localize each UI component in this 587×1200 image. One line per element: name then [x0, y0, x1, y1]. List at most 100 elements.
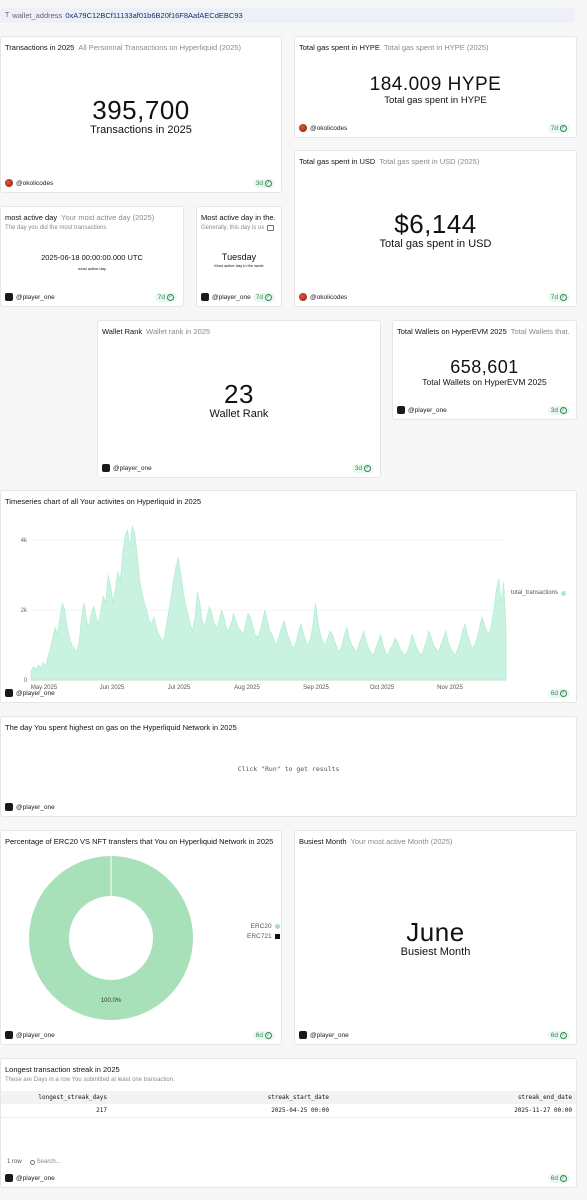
counter-value: 658,601 [450, 357, 519, 377]
author-link[interactable]: @player_one [397, 406, 447, 414]
check-icon: ✓ [560, 1032, 567, 1039]
transfer-type-card: Percentage of ERC20 VS NFT transfers tha… [0, 830, 282, 1045]
legend-swatch [561, 590, 567, 596]
y-tick-label: 4k [21, 538, 28, 544]
check-icon: ✓ [265, 1032, 272, 1039]
x-tick-label: Jul 2025 [168, 685, 191, 691]
avatar [299, 124, 307, 132]
avatar [5, 1031, 13, 1039]
column-header[interactable]: longest_streak_days [1, 1091, 111, 1104]
table-search[interactable]: Search... [29, 1159, 61, 1165]
card-title: Timeseries chart of all Your activites o… [5, 497, 202, 506]
card-title: Most active day in the... [201, 213, 275, 222]
author-link[interactable]: @player_one [5, 803, 55, 811]
column-header[interactable]: streak_end_date [333, 1091, 576, 1104]
card-title: Transactions in 2025 [5, 43, 75, 52]
timeseries-card: Timeseries chart of all Your activites o… [0, 490, 577, 703]
author-link[interactable]: @okolicodes [299, 293, 347, 301]
highest-gas-card: The day You spent highest on gas on the … [0, 716, 577, 817]
chart-legend[interactable]: total_transactions [511, 590, 567, 596]
pie-legend[interactable]: ERC20 ERC721 [247, 923, 280, 940]
age-badge: 7d ✓ [154, 293, 177, 302]
table-header-row: longest_streak_days streak_start_date st… [1, 1091, 576, 1104]
counter-label: Most active day in the week [214, 263, 264, 268]
check-icon: ✓ [167, 294, 174, 301]
age-badge: 6d ✓ [547, 689, 570, 698]
card-subtitle: Your most active Month (2025) [350, 837, 453, 846]
transfer-donut-chart[interactable]: 100.0% [11, 851, 211, 1031]
counter-label: most active day [78, 266, 106, 271]
card-subtitle: Total gas spent in HYPE (2025) [383, 43, 489, 52]
search-input[interactable]: Search... [36, 1159, 61, 1165]
y-tick-label: 0 [24, 678, 28, 684]
age-badge: 3d ✓ [252, 179, 275, 188]
author-link[interactable]: @player_one [299, 1031, 349, 1039]
avatar [5, 1174, 13, 1182]
card-description: These are Days in a row You submitted at… [5, 1077, 175, 1083]
streak-card: Longest transaction streak in 2025 These… [0, 1058, 577, 1188]
x-tick-label: May 2025 [31, 685, 58, 691]
total-transactions-area[interactable] [30, 525, 507, 681]
table-row: 217 2025-04-25 00:00 2025-11-27 00:00 [1, 1104, 576, 1118]
card-title: Total gas spent in HYPE [299, 43, 380, 52]
most-active-day-card: most active day Your most active day (202… [0, 206, 184, 307]
counter-value: $6,144 [394, 209, 477, 239]
card-title: The day You spent highest on gas on the … [5, 723, 237, 732]
total-wallets-card: Total Wallets on HyperEVM 2025 Total Wall… [392, 320, 577, 420]
counter-value: 395,700 [92, 95, 190, 125]
slice-label: 100.0% [101, 998, 122, 1004]
y-tick-label: 2k [21, 608, 28, 614]
legend-swatch [274, 924, 280, 929]
counter-value: Tuesday [221, 252, 257, 262]
author-link[interactable]: @okolicodes [5, 179, 53, 187]
avatar [397, 406, 405, 414]
author-link[interactable]: @player_one [5, 1174, 55, 1182]
legend-label: total_transactions [511, 590, 559, 596]
avatar [299, 1031, 307, 1039]
x-tick-label: Nov 2025 [437, 685, 463, 691]
author-link[interactable]: @okolicodes [299, 124, 347, 132]
age-badge: 6d ✓ [547, 1174, 570, 1183]
param-value[interactable]: 0xA79C12BCf11133af01b6B20f16F8AafAECdEBC… [65, 11, 243, 20]
column-header[interactable]: streak_start_date [111, 1091, 333, 1104]
counter-label: Busiest Month [400, 946, 471, 958]
card-title: Busiest Month [299, 837, 347, 846]
legend-item-erc721[interactable]: ERC721 [247, 933, 280, 940]
avatar [5, 803, 13, 811]
comment-icon[interactable] [267, 225, 275, 231]
counter-label: Wallet Rank [209, 408, 269, 420]
check-icon: ✓ [265, 294, 272, 301]
author-link[interactable]: @player_one [5, 1031, 55, 1039]
author-link[interactable]: @player_one [102, 464, 152, 472]
avatar [102, 464, 110, 472]
counter-value: 23 [224, 379, 254, 409]
x-tick-label: Aug 2025 [234, 685, 260, 691]
card-subtitle: Your most active day (2025) [61, 213, 155, 222]
card-subtitle: Total Wallets that... [510, 327, 570, 336]
param-label: wallet_address [12, 11, 63, 20]
counter-label: Transactions in 2025 [90, 124, 192, 136]
wallet-address-param[interactable]: T wallet_address 0xA79C12BCf11133af01b6B… [0, 8, 575, 23]
author-link[interactable]: @player_one [5, 689, 55, 697]
age-badge: 7d ✓ [252, 293, 275, 302]
avatar [201, 293, 209, 301]
age-badge: 7d ✓ [547, 293, 570, 302]
check-icon: ✓ [560, 125, 567, 132]
row-count: 1 row [7, 1159, 22, 1165]
counter-value: 2025-06-18 00:00:00.000 UTC [41, 253, 143, 262]
author-link[interactable]: @player_one [5, 293, 55, 301]
check-icon: ✓ [364, 465, 371, 472]
x-tick-label: Jun 2025 [100, 685, 125, 691]
table-cell: 2025-11-27 00:00 [333, 1104, 576, 1118]
author-link[interactable]: @player_one [201, 293, 251, 301]
legend-item-erc20[interactable]: ERC20 [247, 923, 280, 930]
busiest-month-card: Busiest Month Your most active Month (202… [294, 830, 577, 1045]
x-tick-label: Sep 2025 [303, 685, 329, 691]
card-title: Total gas spent in USD [299, 157, 376, 166]
check-icon: ✓ [560, 294, 567, 301]
check-icon: ✓ [265, 180, 272, 187]
avatar [5, 179, 13, 187]
avatar [299, 293, 307, 301]
counter-value: 184.009 HYPE [369, 74, 502, 95]
